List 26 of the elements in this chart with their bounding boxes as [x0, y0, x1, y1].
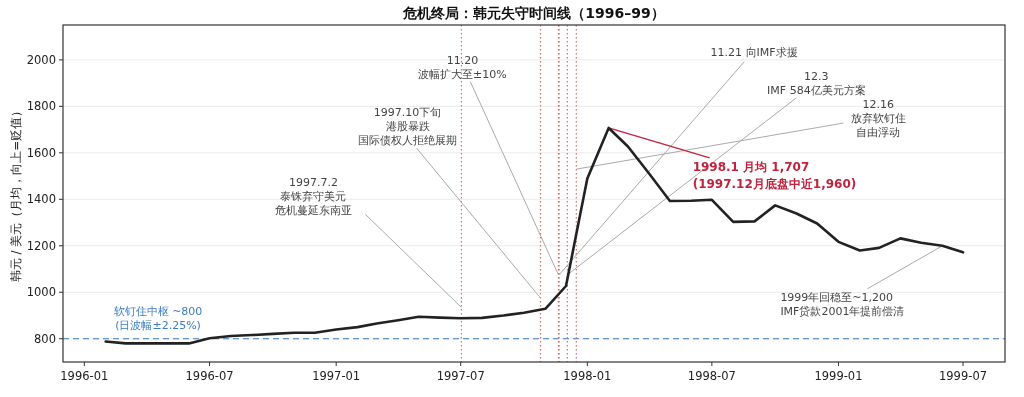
x-tick-label: 1999-07 [939, 369, 988, 383]
x-tick-label: 1999-01 [814, 369, 863, 383]
chart-title: 危机终局：韩元失守时间线（1996–99） [402, 5, 665, 21]
annotation: 12.3 IMF 584亿美元方案 [767, 69, 866, 97]
annotation: 1997.10下旬港股暴跌国际债权人拒绝展期 [358, 106, 458, 148]
x-tick-label: 1998-01 [563, 369, 612, 383]
annotation: 1997.7.2 泰铢弃守美元危机蔓延东南亚 [274, 176, 352, 218]
x-tick-label: 1996-07 [185, 369, 234, 383]
x-tick-label: 1996-01 [60, 369, 109, 383]
y-tick-label: 1600 [26, 145, 56, 160]
x-tick-label: 1998-07 [687, 369, 736, 383]
annotation: 11.21 向IMF求援 [710, 45, 798, 59]
annotation: 1998.1 月均 1,707 (1997.12月底盘中近1,960) [692, 159, 857, 191]
y-tick-label: 1200 [26, 238, 56, 253]
annotation: 1999年回稳至~1,200 IMF贷款2001年提前偿清 [780, 245, 943, 318]
annotation: 11.20 波幅扩大至±10% [418, 53, 507, 81]
y-tick-label: 2000 [26, 52, 56, 67]
ref-line-label: 软钉住中枢 ~800 (日波幅±2.25%) [113, 304, 203, 332]
y-tick-label: 1400 [26, 192, 56, 207]
y-axis-title: 韩元 / 美元（月均，向上=贬值） [9, 104, 23, 283]
y-tick-label: 1800 [26, 99, 56, 114]
x-tick-label: 1997-07 [436, 369, 485, 383]
y-tick-label: 1000 [26, 285, 56, 300]
annotation: 1999年回稳至~1,200 IMF贷款2001年提前偿清 [780, 290, 905, 318]
x-tick-label: 1997-01 [312, 369, 361, 383]
y-tick-label: 800 [34, 331, 56, 346]
